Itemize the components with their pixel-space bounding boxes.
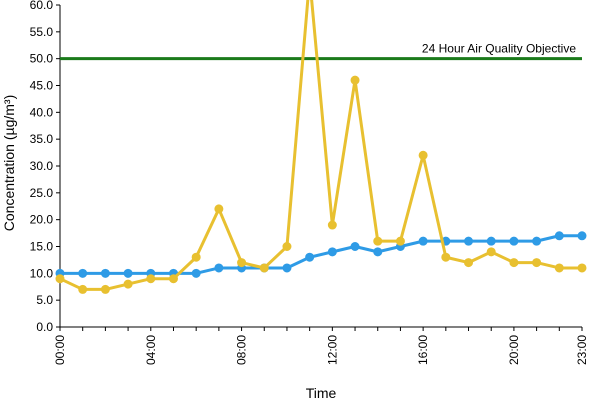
data-point — [441, 252, 451, 262]
data-point — [100, 268, 110, 278]
data-point — [509, 258, 519, 268]
x-tick-label: 00:00 — [53, 335, 67, 365]
objective-label: 24 Hour Air Quality Objective — [422, 42, 576, 56]
x-tick-label: 08:00 — [235, 335, 249, 365]
data-point — [350, 242, 360, 251]
data-point — [373, 247, 383, 257]
y-tick-label: 15.0 — [30, 240, 54, 254]
x-tick-label: 16:00 — [416, 335, 430, 365]
data-point — [577, 231, 587, 241]
data-point — [214, 263, 224, 273]
data-point — [55, 274, 65, 284]
x-tick-label: 23:00 — [575, 335, 589, 365]
data-point — [259, 263, 269, 273]
series-line — [60, 234, 582, 275]
data-point — [373, 236, 383, 246]
data-point — [554, 231, 564, 241]
data-point — [168, 274, 178, 284]
data-point — [577, 263, 587, 273]
data-point — [191, 268, 201, 278]
data-point — [418, 150, 428, 160]
data-point — [327, 220, 337, 230]
x-tick-label: 12:00 — [325, 335, 339, 365]
x-tick-label: 04:00 — [144, 335, 158, 365]
y-tick-label: 50.0 — [30, 52, 54, 66]
data-point — [350, 75, 360, 85]
y-tick-label: 35.0 — [30, 132, 54, 146]
data-point — [486, 247, 496, 257]
y-tick-label: 25.0 — [30, 186, 54, 200]
y-tick-label: 20.0 — [30, 213, 54, 227]
y-tick-label: 30.0 — [30, 159, 54, 173]
y-tick-label: 10.0 — [30, 266, 54, 280]
x-axis-ticks: 00:00 04:00 08:00 12:00 16:00 20:00 23:00 — [53, 327, 589, 365]
series-1 — [55, 231, 587, 278]
data-point — [464, 258, 474, 268]
data-point — [282, 263, 292, 273]
data-point — [146, 274, 156, 284]
objective-line-group: 24 Hour Air Quality Objective — [60, 42, 582, 61]
data-point — [532, 236, 542, 246]
data-point — [532, 258, 542, 268]
y-tick-label: 60.0 — [30, 0, 54, 12]
series-group — [55, 0, 587, 294]
data-point — [486, 236, 496, 246]
data-point — [395, 236, 405, 246]
y-axis-ticks: 0.0 5.0 10.0 15.0 20.0 25.0 30.0 35.0 40.0 45.0 50… — [30, 0, 60, 334]
data-point — [237, 258, 247, 268]
data-point — [282, 242, 292, 251]
data-point — [78, 268, 88, 278]
data-point — [123, 268, 133, 278]
data-point — [509, 236, 519, 246]
y-tick-label: 40.0 — [30, 105, 54, 119]
y-axis-title: Concentration (µg/m³) — [1, 95, 17, 231]
data-point — [305, 252, 315, 262]
x-axis-title: Time — [306, 385, 337, 400]
data-point — [100, 284, 110, 294]
data-point — [327, 247, 337, 257]
data-point — [554, 263, 564, 273]
data-point — [123, 279, 133, 289]
series-2 — [55, 0, 587, 294]
y-tick-label: 45.0 — [30, 79, 54, 93]
y-tick-label: 55.0 — [30, 25, 54, 39]
y-tick-label: 5.0 — [36, 293, 53, 307]
x-tick-label: 20:00 — [507, 335, 521, 365]
data-point — [464, 236, 474, 246]
y-tick-label: 0.0 — [36, 320, 53, 334]
data-point — [191, 252, 201, 262]
data-point — [418, 236, 428, 246]
data-point — [214, 204, 224, 214]
data-point — [78, 284, 88, 294]
